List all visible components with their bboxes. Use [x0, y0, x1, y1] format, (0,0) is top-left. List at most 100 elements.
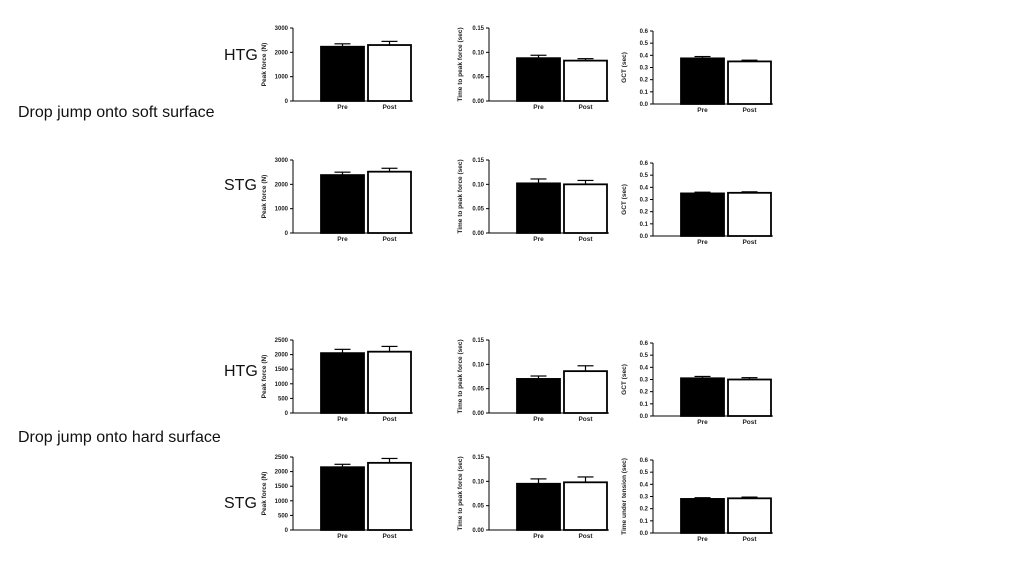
y-tick-label: 1500 — [275, 484, 289, 490]
x-tick-label: Post — [578, 416, 593, 423]
bar-pre — [680, 192, 725, 237]
x-tick-label: Post — [578, 104, 593, 111]
y-tick-label: 0.0 — [640, 234, 649, 240]
y-tick-label: 0.3 — [640, 198, 649, 204]
y-tick-label: 0 — [285, 231, 289, 237]
x-tick-label: Pre — [533, 236, 544, 243]
y-axis-label: Time to peak force (sec) — [457, 339, 464, 413]
bar-pre — [320, 45, 365, 102]
y-tick-label: 0.4 — [640, 482, 649, 488]
bar-chart-hard-STG-time-under-tension: 0.0 0.1 0.2 0.3 0.4 0.5 0.6 Time under tension … — [621, 458, 773, 543]
bar-chart-hard-STG-peak-force: 0 500 1000 1500 2000 2500 Peak force (N) Pre Pos… — [261, 455, 413, 540]
y-tick-label: 0.00 — [472, 411, 484, 417]
x-tick-label: Pre — [697, 239, 708, 246]
y-tick-label: 0.6 — [640, 458, 649, 464]
y-tick-label: 0.10 — [472, 182, 484, 188]
bar-chart-soft-HTG-gct: 0.0 0.1 0.2 0.3 0.4 0.5 0.6 GCT (sec) Pre Post — [621, 29, 773, 114]
bar-chart-soft-HTG-time-to-peak: 0.00 0.05 0.10 0.15 Time to peak force (sec)… — [457, 26, 609, 111]
y-tick-label: 0 — [285, 528, 289, 534]
y-tick-label: 0.1 — [640, 90, 649, 96]
x-tick-label: Pre — [337, 416, 348, 423]
x-tick-label: Post — [578, 236, 593, 243]
bar-chart-hard-HTG-gct: 0.0 0.1 0.2 0.3 0.4 0.5 0.6 GCT (sec) Pre Post — [621, 341, 773, 426]
x-tick-label: Pre — [697, 419, 708, 426]
bar-pre — [680, 377, 725, 417]
y-tick-label: 500 — [278, 396, 289, 402]
y-tick-label: 0.05 — [472, 75, 484, 81]
bar-post — [563, 59, 608, 102]
bar-pre — [516, 182, 561, 234]
bar-pre — [320, 466, 365, 531]
bar-chart-soft-STG-time-to-peak: 0.00 0.05 0.10 0.15 Time to peak force (sec)… — [457, 158, 609, 243]
bar-post — [367, 461, 412, 531]
x-tick-label: Pre — [697, 107, 708, 114]
bar-post — [727, 191, 772, 237]
y-tick-label: 0.05 — [472, 207, 484, 213]
y-tick-label: 3000 — [275, 158, 289, 164]
bar-post — [727, 497, 772, 534]
x-tick-label: Pre — [337, 104, 348, 111]
y-tick-label: 2000 — [275, 50, 289, 56]
y-tick-label: 0 — [285, 99, 289, 105]
y-tick-label: 0.15 — [472, 338, 484, 344]
y-tick-label: 0.2 — [640, 390, 649, 396]
x-tick-label: Post — [742, 536, 757, 543]
x-tick-label: Post — [382, 416, 397, 423]
bar-chart-soft-STG-gct: 0.0 0.1 0.2 0.3 0.4 0.5 0.6 GCT (sec) Pre Post — [621, 161, 773, 246]
y-tick-label: 0.1 — [640, 222, 649, 228]
y-tick-label: 2000 — [275, 470, 289, 476]
group-label-stg-soft: STG — [224, 177, 257, 194]
x-tick-label: Post — [742, 419, 757, 426]
bar-pre — [680, 57, 725, 105]
y-tick-label: 0.6 — [640, 161, 649, 167]
y-tick-label: 0.3 — [640, 378, 649, 384]
y-axis-label: Peak force (N) — [261, 175, 268, 219]
y-tick-label: 0.6 — [640, 29, 649, 35]
y-tick-label: 3000 — [275, 26, 289, 32]
y-tick-label: 0.0 — [640, 102, 649, 108]
y-axis-label: Time to peak force (sec) — [457, 27, 464, 101]
y-tick-label: 1000 — [275, 499, 289, 505]
y-axis-label: Peak force (N) — [261, 472, 268, 516]
y-tick-label: 0.1 — [640, 402, 649, 408]
y-tick-label: 0.10 — [472, 50, 484, 56]
y-tick-label: 500 — [278, 513, 289, 519]
bar-chart-soft-HTG-peak-force: 0 1000 2000 3000 Peak force (N) Pre Post — [261, 26, 413, 111]
y-tick-label: 0.0 — [640, 414, 649, 420]
y-tick-label: 0.10 — [472, 479, 484, 485]
bar-post — [727, 378, 772, 417]
bar-post — [367, 350, 412, 414]
bar-pre — [516, 57, 561, 102]
y-tick-label: 0.10 — [472, 362, 484, 368]
y-tick-label: 0.2 — [640, 210, 649, 216]
y-tick-label: 2000 — [275, 182, 289, 188]
y-axis-label: GCT (sec) — [621, 184, 628, 215]
y-axis-label: Time to peak force (sec) — [457, 456, 464, 530]
x-tick-label: Post — [742, 239, 757, 246]
group-label-stg-hard: STG — [224, 495, 257, 512]
x-tick-label: Post — [382, 533, 397, 540]
bar-post — [367, 44, 412, 102]
y-tick-label: 0.5 — [640, 353, 649, 359]
y-tick-label: 0.3 — [640, 495, 649, 501]
section-label-soft-surface: Drop jump onto soft surface — [18, 104, 215, 121]
x-tick-label: Pre — [533, 416, 544, 423]
y-axis-label: Peak force (N) — [261, 355, 268, 399]
group-label-htg-soft: HTG — [224, 47, 258, 64]
y-tick-label: 0 — [285, 411, 289, 417]
y-tick-label: 0.15 — [472, 26, 484, 32]
y-tick-label: 2500 — [275, 455, 289, 461]
y-tick-label: 0.5 — [640, 470, 649, 476]
x-tick-label: Post — [382, 104, 397, 111]
bar-chart-hard-HTG-peak-force: 0 500 1000 1500 2000 2500 Peak force (N) Pre Pos… — [261, 338, 413, 423]
y-axis-label: GCT (sec) — [621, 52, 628, 83]
y-tick-label: 0.5 — [640, 41, 649, 47]
y-tick-label: 0.6 — [640, 341, 649, 347]
y-tick-label: 1000 — [275, 207, 289, 213]
y-tick-label: 1000 — [275, 382, 289, 388]
bar-post — [563, 370, 608, 414]
bar-pre — [320, 352, 365, 414]
bar-post — [563, 183, 608, 234]
bar-post — [727, 60, 772, 105]
y-tick-label: 0.4 — [640, 185, 649, 191]
